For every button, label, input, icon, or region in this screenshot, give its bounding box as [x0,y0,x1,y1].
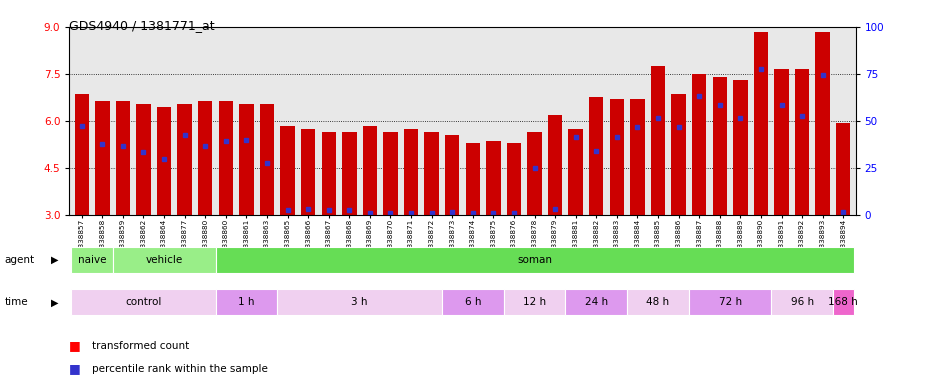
Bar [116,101,130,215]
Bar [178,104,191,215]
Text: 72 h: 72 h [719,297,742,307]
Bar [527,132,542,215]
Text: 96 h: 96 h [791,297,814,307]
Bar [630,99,645,215]
Bar [404,129,418,215]
Bar [734,80,747,215]
Bar [692,74,707,215]
Text: naive: naive [78,255,106,265]
Bar [278,290,442,315]
Text: agent: agent [5,255,35,265]
Bar [383,132,398,215]
Bar [425,132,438,215]
Bar [712,77,727,215]
Text: 24 h: 24 h [585,297,608,307]
Bar [218,101,233,215]
Text: vehicle: vehicle [145,255,182,265]
Text: 12 h: 12 h [523,297,546,307]
Text: ▶: ▶ [51,297,58,308]
Bar [198,101,213,215]
Text: 168 h: 168 h [829,297,858,307]
Bar [651,66,665,215]
Bar [672,94,685,215]
Bar [589,98,603,215]
Bar [260,104,274,215]
Text: ■: ■ [69,339,81,352]
Bar [771,290,833,315]
Bar [240,104,253,215]
Text: transformed count: transformed count [92,341,190,351]
Bar [301,129,315,215]
Bar [507,143,521,215]
Bar [816,31,830,215]
Bar [465,143,480,215]
Bar [487,141,500,215]
Text: ■: ■ [69,362,81,375]
Bar [71,247,113,273]
Bar [836,122,850,215]
Bar [71,290,216,315]
Text: control: control [125,297,162,307]
Bar [136,104,151,215]
Bar [569,129,583,215]
Text: time: time [5,297,29,308]
Bar [795,69,809,215]
Bar [689,290,771,315]
Bar [610,99,624,215]
Bar [754,31,768,215]
Bar [216,290,278,315]
Text: 3 h: 3 h [352,297,368,307]
Bar [280,126,295,215]
Text: GDS4940 / 1381771_at: GDS4940 / 1381771_at [69,19,215,32]
Bar [627,290,689,315]
Bar [322,132,336,215]
Bar [95,101,109,215]
Bar [774,69,789,215]
Bar [833,290,854,315]
Text: 6 h: 6 h [464,297,481,307]
Text: soman: soman [517,255,552,265]
Bar [548,115,562,215]
Text: percentile rank within the sample: percentile rank within the sample [92,364,268,374]
Bar [504,290,565,315]
Bar [442,290,504,315]
Bar [157,107,171,215]
Bar [565,290,627,315]
Bar [75,94,89,215]
Bar [216,247,854,273]
Text: 1 h: 1 h [238,297,254,307]
Bar [342,132,356,215]
Bar [445,135,460,215]
Text: 48 h: 48 h [647,297,670,307]
Text: ▶: ▶ [51,255,58,265]
Bar [363,126,377,215]
Bar [113,247,216,273]
